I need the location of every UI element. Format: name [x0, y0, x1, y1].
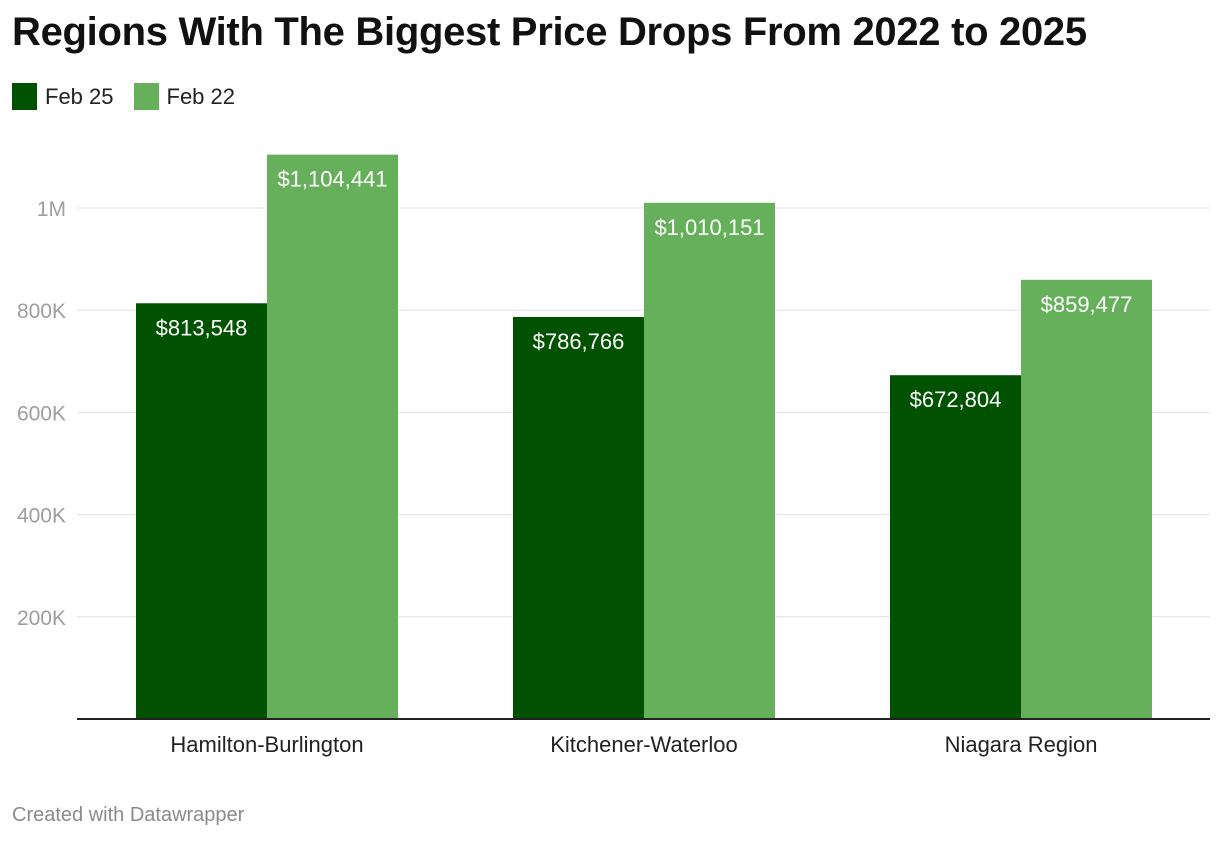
legend-item-feb-22: Feb 22	[133, 83, 236, 110]
data-label: $672,804	[910, 387, 1002, 412]
bar-feb-22	[644, 202, 775, 719]
data-label: $1,010,151	[654, 215, 764, 240]
bar-feb-22	[1021, 279, 1152, 719]
bar-feb-25	[513, 316, 644, 719]
y-tick-label: 200K	[17, 607, 66, 630]
data-label: $1,104,441	[277, 167, 387, 192]
legend-swatch-feb-25	[12, 83, 37, 110]
legend-label-feb-25: Feb 25	[45, 83, 114, 109]
x-tick-label: Hamilton-Burlington	[170, 732, 363, 757]
legend-swatch-feb-22	[133, 83, 159, 110]
y-tick-label: 800K	[17, 300, 66, 323]
x-tick-label: Niagara Region	[945, 732, 1098, 757]
legend-label-feb-22: Feb 22	[166, 83, 236, 109]
data-label: $859,477	[1041, 292, 1133, 317]
data-label: $813,548	[156, 315, 248, 340]
bar-feb-25	[136, 303, 267, 719]
legend-item-feb-25: Feb 25	[12, 83, 114, 110]
footer-credit: Created with Datawrapper	[12, 804, 245, 826]
legend: Feb 25 Feb 22	[12, 83, 235, 110]
y-tick-label: 1M	[37, 198, 66, 221]
bar-feb-22	[267, 154, 398, 720]
y-tick-label: 400K	[17, 505, 66, 528]
chart-title: Regions With The Biggest Price Drops Fro…	[12, 10, 1087, 54]
x-tick-label: Kitchener-Waterloo	[550, 732, 737, 757]
y-tick-label: 600K	[17, 402, 66, 425]
data-label: $786,766	[533, 329, 625, 354]
bar-feb-25	[890, 375, 1021, 719]
